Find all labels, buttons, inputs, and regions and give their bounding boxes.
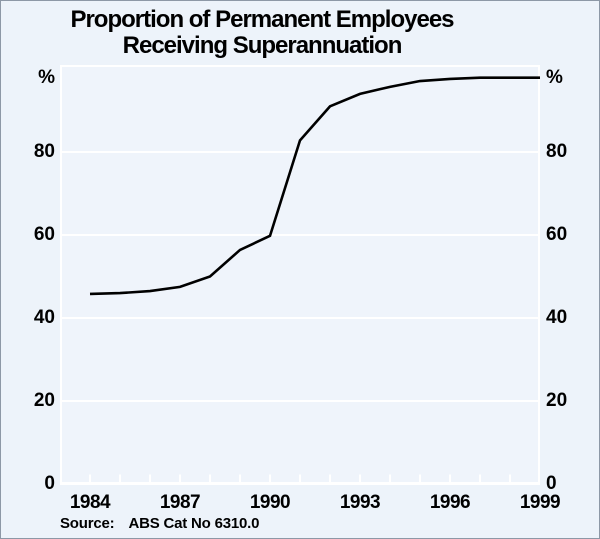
source-label: Source: bbox=[60, 515, 115, 532]
x-tick-label-1993: 1993 bbox=[339, 492, 381, 513]
x-tick-label-1984: 1984 bbox=[69, 492, 111, 513]
y-axis-unit-left: % bbox=[38, 67, 55, 88]
y-tick-label-left-60: 60 bbox=[33, 224, 55, 245]
y-tick-label-right-80: 80 bbox=[546, 141, 568, 162]
x-tick-label-1999: 1999 bbox=[519, 492, 561, 513]
y-tick-label-right-20: 20 bbox=[546, 390, 568, 411]
x-tick-label-1996: 1996 bbox=[429, 492, 471, 513]
chart-title-line1: Proportion of Permanent Employees bbox=[70, 6, 454, 33]
y-tick-label-left-0: 0 bbox=[44, 473, 55, 494]
x-tick-label-1987: 1987 bbox=[159, 492, 201, 513]
chart-title-line2: Receiving Superannuation bbox=[122, 32, 403, 59]
plot-background bbox=[60, 66, 540, 484]
y-tick-label-left-80: 80 bbox=[33, 141, 55, 162]
x-tick-label-1990: 1990 bbox=[249, 492, 291, 513]
data-line-superannuation bbox=[89, 76, 540, 296]
source-note: Source: ABS Cat No 6310.0 bbox=[60, 515, 259, 532]
source-citation: ABS Cat No 6310.0 bbox=[128, 515, 260, 532]
y-tick-label-left-40: 40 bbox=[33, 307, 55, 328]
y-tick-label-right-60: 60 bbox=[546, 224, 568, 245]
y-tick-label-left-20: 20 bbox=[33, 390, 55, 411]
y-tick-label-right-0: 0 bbox=[546, 473, 557, 494]
y-tick-label-right-40: 40 bbox=[546, 307, 568, 328]
chart-title: Proportion of Permanent Employees Receiv… bbox=[0, 7, 524, 59]
y-axis-unit-right: % bbox=[546, 67, 563, 88]
